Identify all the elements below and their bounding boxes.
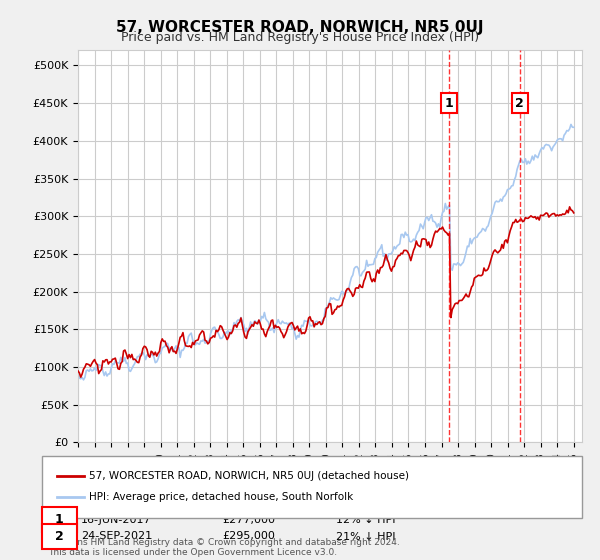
Text: 16-JUN-2017: 16-JUN-2017 [81,515,152,525]
Text: 21% ↓ HPI: 21% ↓ HPI [336,531,395,542]
Text: £277,000: £277,000 [222,515,275,525]
Text: 57, WORCESTER ROAD, NORWICH, NR5 0UJ: 57, WORCESTER ROAD, NORWICH, NR5 0UJ [116,20,484,35]
Text: £295,000: £295,000 [222,531,275,542]
Text: Price paid vs. HM Land Registry's House Price Index (HPI): Price paid vs. HM Land Registry's House … [121,31,479,44]
Text: 2: 2 [55,530,64,543]
Text: HPI: Average price, detached house, South Norfolk: HPI: Average price, detached house, Sout… [89,492,353,502]
Text: 12% ↓ HPI: 12% ↓ HPI [336,515,395,525]
Text: 2: 2 [515,97,524,110]
Text: 1: 1 [55,513,64,526]
Text: Contains HM Land Registry data © Crown copyright and database right 2024.
This d: Contains HM Land Registry data © Crown c… [48,538,400,557]
Text: 57, WORCESTER ROAD, NORWICH, NR5 0UJ (detached house): 57, WORCESTER ROAD, NORWICH, NR5 0UJ (de… [89,471,409,481]
Text: 1: 1 [445,97,454,110]
Text: 24-SEP-2021: 24-SEP-2021 [81,531,152,542]
